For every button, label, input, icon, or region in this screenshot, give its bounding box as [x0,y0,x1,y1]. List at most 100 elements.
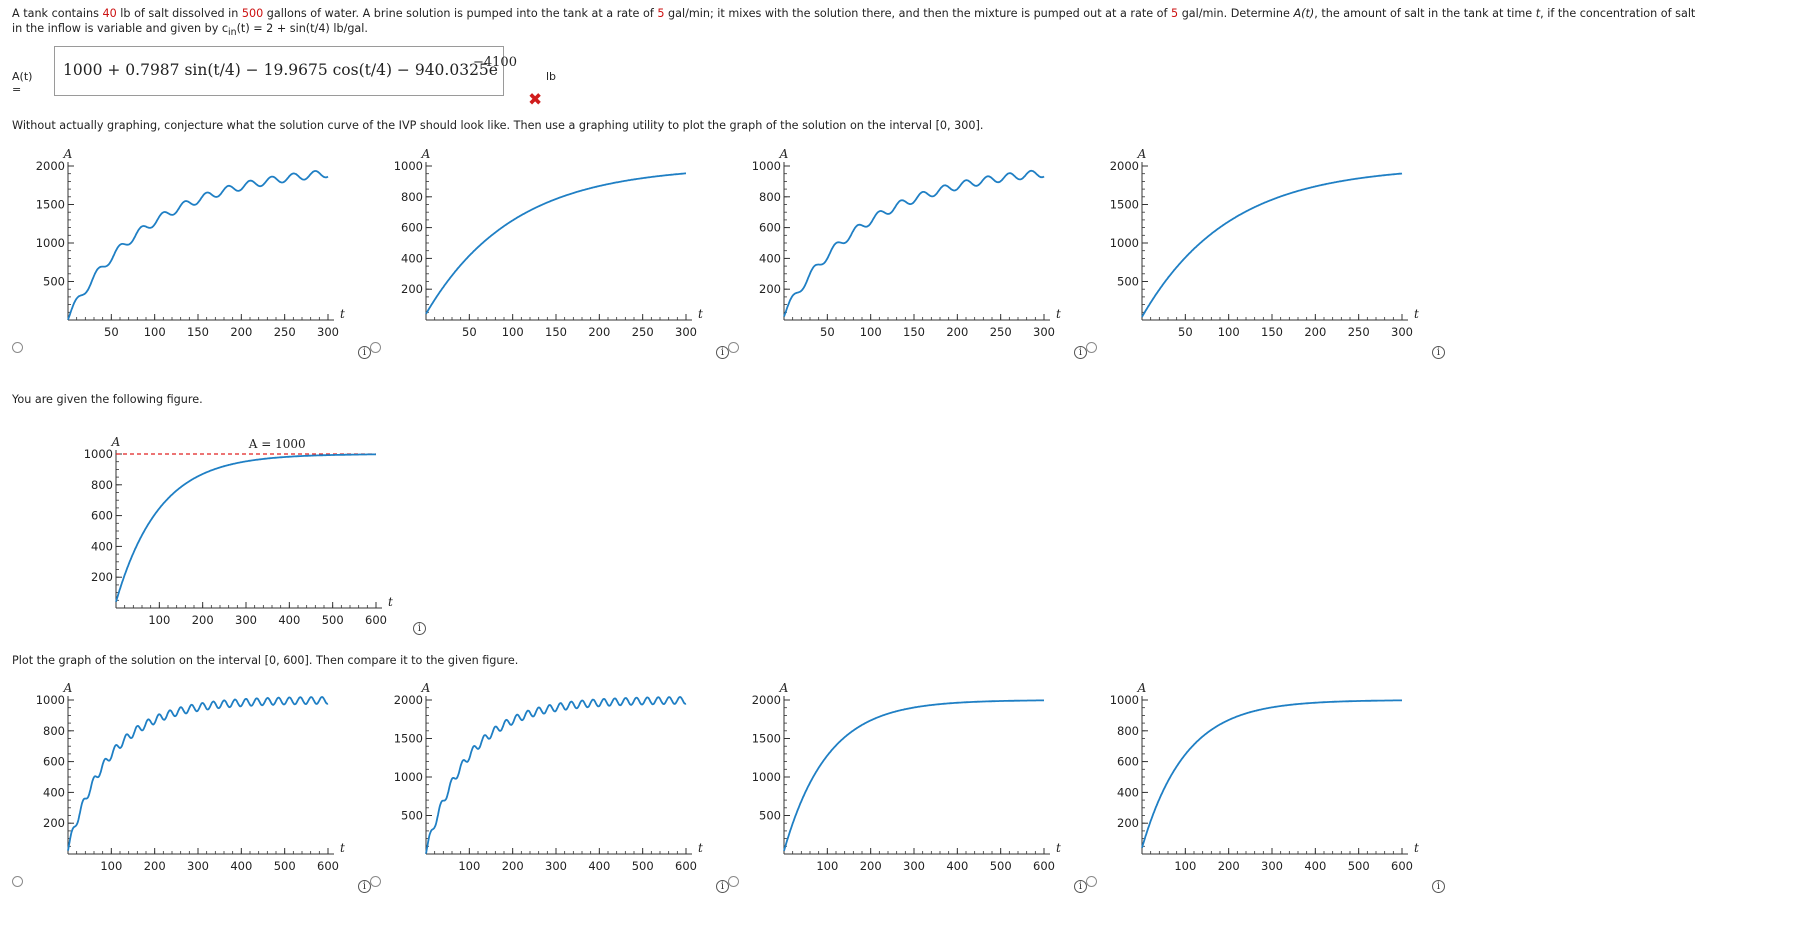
x-axis-name: t [388,595,393,609]
incorrect-icon: ✖ [528,90,543,110]
question-1: Without actually graphing, conjecture wh… [12,119,984,132]
y-tick-label: 2000 [36,159,65,173]
choice-radio[interactable] [728,876,739,887]
x-tick-label: 300 [903,859,925,873]
info-icon[interactable]: i [1432,880,1445,893]
x-tick-label: 400 [946,859,968,873]
info-icon[interactable]: i [413,622,426,635]
x-tick-label: 150 [187,325,209,339]
x-tick-label: 400 [278,613,300,627]
x-tick-label: 50 [820,325,835,339]
x-tick-label: 50 [1178,325,1193,339]
info-icon[interactable]: i [1074,880,1087,893]
x-axis-name: t [698,841,703,855]
y-tick-label: 1500 [394,732,423,746]
y-tick-label: 400 [43,785,65,799]
choice-radio[interactable] [12,342,23,353]
x-axis-name: t [1414,841,1419,855]
y-tick-label: 1000 [84,447,113,461]
problem-text: , if the concentration of salt [1540,7,1696,20]
y-tick-label: 2000 [752,693,781,707]
x-tick-label: 150 [1261,325,1283,339]
choice-radio[interactable] [1086,876,1097,887]
x-tick-label: 250 [274,325,296,339]
y-tick-label: 800 [401,190,423,204]
info-icon[interactable]: i [1074,346,1087,359]
x-tick-label: 250 [1348,325,1370,339]
x-tick-label: 400 [1304,859,1326,873]
y-axis-name: A [111,435,121,449]
solution-curve [115,453,376,603]
x-tick-label: 100 [1174,859,1196,873]
info-icon[interactable]: i [1432,346,1445,359]
problem-text: gal/min; it mixes with the solution ther… [664,7,1172,20]
x-tick-label: 50 [462,325,477,339]
y-axis-name: A [421,147,431,161]
answer-expression: 1000 + 0.7987 sin(t/4) − 19.9675 cos(t/4… [63,61,498,79]
y-tick-label: 2000 [1110,159,1139,173]
x-tick-label: 300 [675,325,697,339]
solution-graph: 500 1000 1500 2000 50 100 150 200 250 300 At [1110,147,1419,339]
x-tick-label: 300 [1033,325,1055,339]
y-tick-label: 1500 [36,198,65,212]
x-tick-label: 300 [1261,859,1283,873]
answer-input[interactable]: 1000 + 0.7987 sin(t/4) − 19.9675 cos(t/4… [54,46,517,96]
solution-graph: 200 400 600 800 1000 100 200 300 400 500 600 At [36,681,345,873]
solution-graph: 500 1000 1500 2000 100 200 300 400 500 600 At [752,681,1061,873]
y-tick-label: 200 [1117,816,1139,830]
x-tick-label: 300 [545,859,567,873]
y-tick-label: 1500 [752,732,781,746]
choice-radio[interactable] [370,342,381,353]
solution-graph: 200 400 600 800 1000 50 100 150 200 250 300 At [394,147,703,339]
info-icon[interactable]: i [716,346,729,359]
x-axis-name: t [698,307,703,321]
y-tick-label: 400 [759,251,781,265]
y-axis-name: A [779,147,789,161]
x-tick-label: 200 [192,613,214,627]
x-tick-label: 600 [675,859,697,873]
y-tick-label: 500 [759,809,781,823]
x-tick-label: 100 [816,859,838,873]
info-icon[interactable]: i [358,880,371,893]
solution-curve [425,172,686,315]
y-tick-label: 800 [1117,724,1139,738]
answer-label: A(t) = [12,70,33,96]
x-tick-label: 200 [502,859,524,873]
x-tick-label: 250 [632,325,654,339]
solution-curve [1141,172,1403,318]
y-tick-label: 500 [401,809,423,823]
y-tick-label: 600 [91,509,113,523]
y-tick-label: 600 [1117,755,1139,769]
y-tick-label: 1000 [752,159,781,173]
problem-text: in the inflow is variable and given by c [12,22,229,35]
info-icon[interactable]: i [358,346,371,359]
y-tick-label: 800 [43,724,65,738]
choice-radio[interactable] [1086,342,1097,353]
x-tick-label: 200 [1218,859,1240,873]
x-tick-label: 150 [903,325,925,339]
choice-radio[interactable] [12,876,23,887]
x-tick-label: 150 [545,325,567,339]
y-tick-label: 200 [401,282,423,296]
choice-radio[interactable] [728,342,739,353]
inflow-rate: 5 [657,7,665,20]
x-tick-label: 300 [317,325,339,339]
x-axis-name: t [1414,307,1419,321]
solution-curve [67,170,329,321]
x-tick-label: 250 [990,325,1012,339]
y-tick-label: 400 [1117,785,1139,799]
problem-function: A(t) [1293,7,1315,20]
x-tick-label: 100 [148,613,170,627]
choice-radio[interactable] [370,876,381,887]
asymptote-label: A = 1000 [248,437,306,451]
x-tick-label: 200 [230,325,252,339]
solution-graph: 200 400 600 800 1000 50 100 150 200 250 300 At [752,147,1061,339]
x-tick-label: 500 [322,613,344,627]
y-tick-label: 800 [91,478,113,492]
x-tick-label: 300 [1391,325,1413,339]
problem-text: gal/min. Determine [1178,7,1294,20]
solution-graph: 200 400 600 800 1000 100 200 300 400 500 600 At [1110,681,1419,873]
info-icon[interactable]: i [716,880,729,893]
problem-text: lb of salt dissolved in [116,7,242,20]
answer-unit: lb [546,70,557,83]
